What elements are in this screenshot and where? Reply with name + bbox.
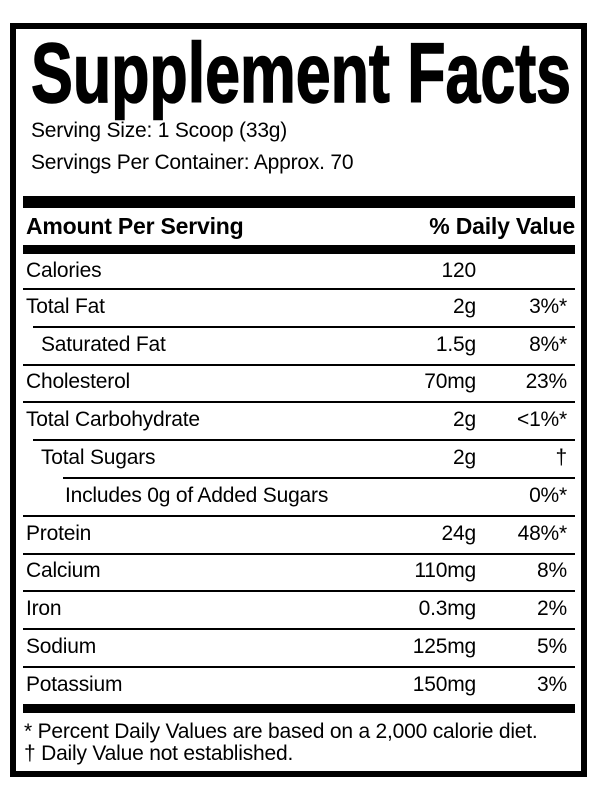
column-header-amount: Amount Per Serving [26, 213, 244, 239]
nutrient-amount: 2g [453, 408, 476, 432]
page-title-svg: Supplement Facts [30, 25, 572, 121]
nutrient-table: Calories 120 Total Fat 2g 3%* Saturated … [23, 254, 575, 704]
nutrient-amount: 2g [453, 294, 476, 318]
separator-bar-bottom [23, 703, 575, 713]
nutrient-name: Calcium [26, 559, 101, 583]
nutrient-amount: 110mg [414, 559, 476, 583]
serving-info: Serving Size: 1 Scoop (33g) Servings Per… [31, 115, 575, 179]
nutrient-row-added-sugars: Includes 0g of Added Sugars 0%* [23, 476, 575, 515]
nutrient-name: Total Sugars [41, 446, 156, 470]
nutrient-row-sodium: Sodium 125mg 5% [23, 628, 575, 666]
nutrient-amount: 120 [441, 259, 477, 282]
panel-content: Supplement Facts Serving Size: 1 Scoop (… [16, 25, 581, 781]
nutrient-row-total-sugars: Total Sugars 2g † [23, 439, 575, 477]
nutrient-row-calories: Calories 120 [23, 254, 575, 288]
nutrient-amount: 70mg [424, 370, 476, 394]
nutrient-amount: 24g [441, 521, 477, 545]
nutrient-name: Sodium [26, 635, 97, 659]
table-header-row: Amount Per Serving % Daily Value [23, 208, 575, 245]
nutrient-name: Includes 0g of Added Sugars [65, 483, 329, 507]
nutrient-dv: 8% [537, 559, 567, 583]
nutrient-name: Total Carbohydrate [26, 408, 200, 432]
nutrient-row-total-fat: Total Fat 2g 3%* [23, 288, 575, 326]
nutrient-row-protein: Protein 24g 48%* [23, 514, 575, 553]
nutrient-name: Calories [26, 259, 102, 282]
nutrient-name: Cholesterol [26, 370, 131, 394]
nutrient-dv: 5% [537, 635, 567, 659]
nutrient-dv: 0%* [529, 483, 567, 507]
nutrient-row-saturated-fat: Saturated Fat 1.5g 8%* [23, 325, 575, 364]
nutrient-amount: 0.3mg [418, 597, 477, 621]
nutrient-name: Protein [26, 521, 92, 545]
footnotes: * Percent Daily Values are based on a 2,… [23, 719, 575, 766]
nutrient-amount: 125mg [412, 635, 476, 659]
nutrient-dv: 23% [525, 370, 568, 394]
separator-bar-medium [23, 245, 575, 254]
servings-per-container: Servings Per Container: Approx. 70 [31, 151, 354, 174]
nutrient-row-calcium: Calcium 110mg 8% [23, 552, 575, 591]
nutrient-dv: 2% [537, 597, 567, 621]
nutrient-name: Potassium [26, 672, 123, 696]
supplement-facts-panel: Supplement Facts Serving Size: 1 Scoop (… [10, 23, 587, 777]
serving-size: Serving Size: 1 Scoop (33g) [31, 119, 288, 142]
nutrient-name: Iron [26, 597, 62, 621]
nutrient-dv: <1%* [517, 408, 567, 432]
nutrient-dv: † [555, 446, 568, 470]
nutrient-name: Total Fat [26, 294, 105, 318]
nutrient-row-total-carbohydrate: Total Carbohydrate 2g <1%* [23, 401, 575, 439]
footnote-dagger: † Daily Value not established. [24, 742, 294, 766]
nutrient-name: Saturated Fat [41, 332, 166, 356]
nutrient-dv: 48%* [517, 521, 568, 545]
page-title: Supplement Facts [31, 26, 571, 120]
footnote-daily-values: * Percent Daily Values are based on a 2,… [24, 719, 538, 743]
nutrient-row-cholesterol: Cholesterol 70mg 23% [23, 363, 575, 402]
nutrient-amount: 2g [453, 446, 476, 470]
separator-bar-thick [23, 196, 575, 208]
nutrient-row-iron: Iron 0.3mg 2% [23, 590, 575, 628]
nutrient-amount: 1.5g [435, 332, 476, 356]
nutrient-dv: 3%* [529, 294, 567, 318]
nutrient-amount: 150mg [412, 672, 476, 696]
column-header-daily-value: % Daily Value [429, 213, 575, 239]
nutrient-dv: 3% [537, 672, 567, 696]
nutrient-dv: 8%* [529, 332, 567, 356]
nutrient-row-potassium: Potassium 150mg 3% [23, 665, 575, 704]
